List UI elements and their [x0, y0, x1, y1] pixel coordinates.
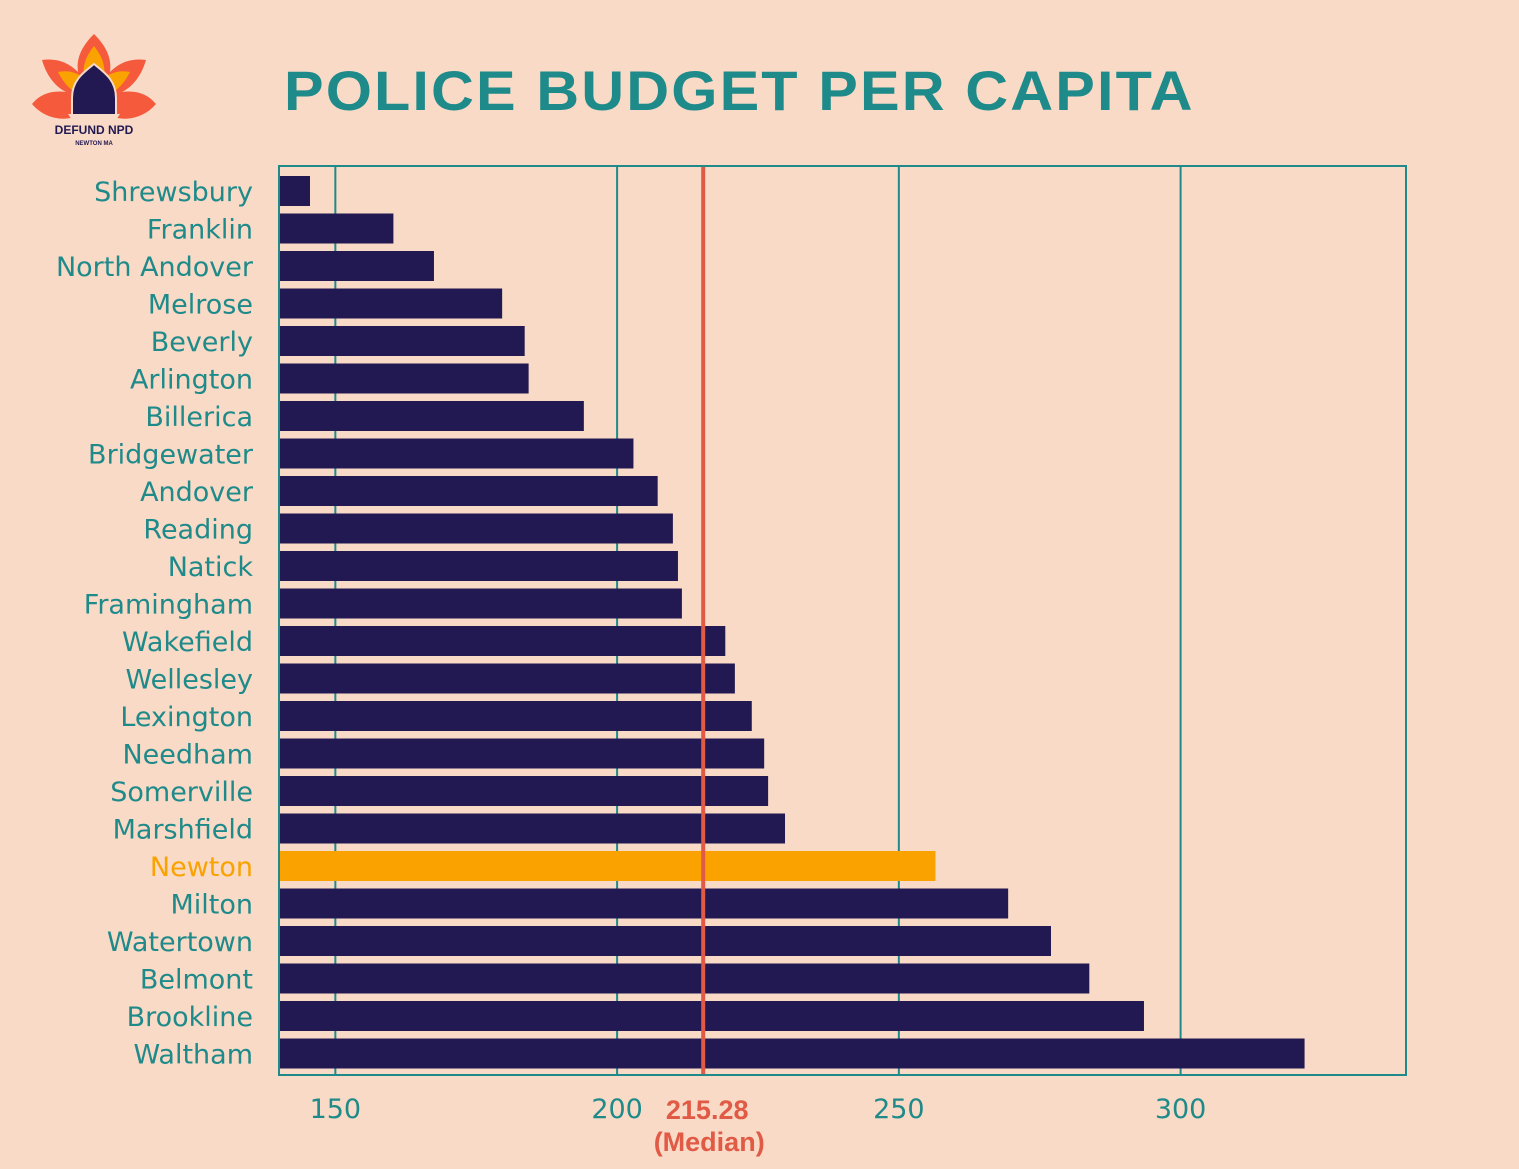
bar-bridgewater	[279, 438, 634, 469]
bar-needham	[279, 738, 765, 769]
logo-subtitle: NEWTON MA	[75, 141, 113, 147]
category-label-franklin: Franklin	[147, 215, 253, 246]
bar-lexington	[279, 701, 752, 731]
plot-frame	[278, 165, 1407, 1076]
bar-arlington	[279, 363, 529, 394]
category-label-andover: Andover	[140, 477, 254, 508]
defund-npd-logo: DEFUND NPD NEWTON MA	[32, 34, 156, 147]
bar-north-andover	[279, 251, 434, 281]
bar-andover	[279, 476, 658, 506]
category-label-wakefield: Wakefield	[122, 627, 253, 658]
bar-franklin	[279, 213, 394, 244]
x-tick-label-250: 250	[873, 1094, 925, 1125]
category-label-needham: Needham	[122, 740, 253, 771]
bar-watertown	[279, 926, 1051, 956]
bar-framingham	[279, 588, 682, 619]
category-label-north-andover: North Andover	[56, 252, 254, 283]
category-label-melrose: Melrose	[148, 290, 253, 321]
category-label-beverly: Beverly	[151, 327, 253, 358]
bar-waltham	[279, 1038, 1305, 1069]
bar-brookline	[279, 1001, 1144, 1031]
bar-wellesley	[279, 663, 735, 694]
bar-newton	[279, 851, 936, 881]
category-label-brookline: Brookline	[127, 1002, 253, 1033]
category-label-belmont: Belmont	[140, 965, 253, 996]
category-label-watertown: Watertown	[107, 927, 253, 958]
category-label-newton: Newton	[150, 852, 253, 883]
bar-shrewsbury	[279, 176, 310, 206]
category-label-natick: Natick	[168, 552, 254, 583]
logo-name: DEFUND NPD	[55, 123, 134, 137]
bar-belmont	[279, 963, 1090, 994]
category-label-marshfield: Marshfield	[113, 815, 253, 846]
category-label-waltham: Waltham	[133, 1040, 253, 1071]
x-tick-label-200: 200	[591, 1094, 643, 1125]
bar-somerville	[279, 776, 769, 806]
category-label-billerica: Billerica	[145, 402, 253, 433]
bar-milton	[279, 888, 1009, 919]
category-label-lexington: Lexington	[120, 702, 253, 733]
category-label-milton: Milton	[170, 890, 253, 921]
bar-billerica	[279, 401, 584, 431]
bar-beverly	[279, 326, 525, 356]
bar-reading	[279, 513, 673, 544]
chart-title: POLICE BUDGET PER CAPITA	[284, 59, 1195, 122]
x-tick-label-150: 150	[310, 1094, 362, 1125]
bar-natick	[279, 551, 678, 581]
median-caption: (Median)	[654, 1127, 765, 1157]
category-label-shrewsbury: Shrewsbury	[94, 177, 253, 208]
bar-wakefield	[279, 626, 726, 656]
category-label-framingham: Framingham	[84, 590, 253, 621]
x-tick-label-300: 300	[1155, 1094, 1207, 1125]
bar-marshfield	[279, 813, 786, 844]
bar-melrose	[279, 288, 503, 319]
category-label-somerville: Somerville	[110, 777, 253, 808]
median-value-label: 215.28	[666, 1095, 749, 1125]
category-label-arlington: Arlington	[130, 365, 253, 396]
category-label-wellesley: Wellesley	[126, 665, 254, 696]
category-label-bridgewater: Bridgewater	[88, 440, 254, 471]
category-label-reading: Reading	[143, 515, 253, 546]
